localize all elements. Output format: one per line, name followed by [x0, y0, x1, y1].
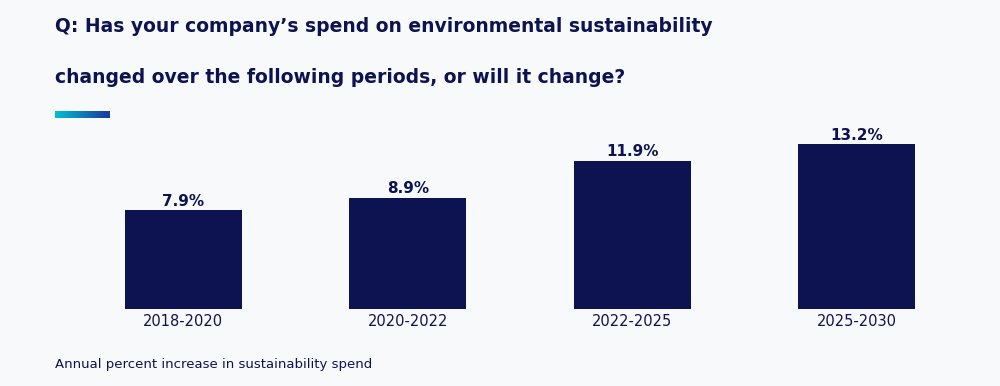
Bar	[574, 161, 691, 309]
Text: changed over the following periods, or will it change?: changed over the following periods, or w…	[55, 68, 625, 86]
Bar	[125, 210, 242, 309]
Text: 8.9%: 8.9%	[387, 181, 429, 196]
Bar	[349, 198, 466, 309]
Text: Q: Has your company’s spend on environmental sustainability: Q: Has your company’s spend on environme…	[55, 17, 713, 36]
Text: 11.9%: 11.9%	[606, 144, 658, 159]
Bar	[798, 144, 915, 309]
Text: Annual percent increase in sustainability spend: Annual percent increase in sustainabilit…	[55, 357, 372, 371]
Text: 7.9%: 7.9%	[162, 193, 204, 208]
Text: 13.2%: 13.2%	[830, 127, 883, 142]
